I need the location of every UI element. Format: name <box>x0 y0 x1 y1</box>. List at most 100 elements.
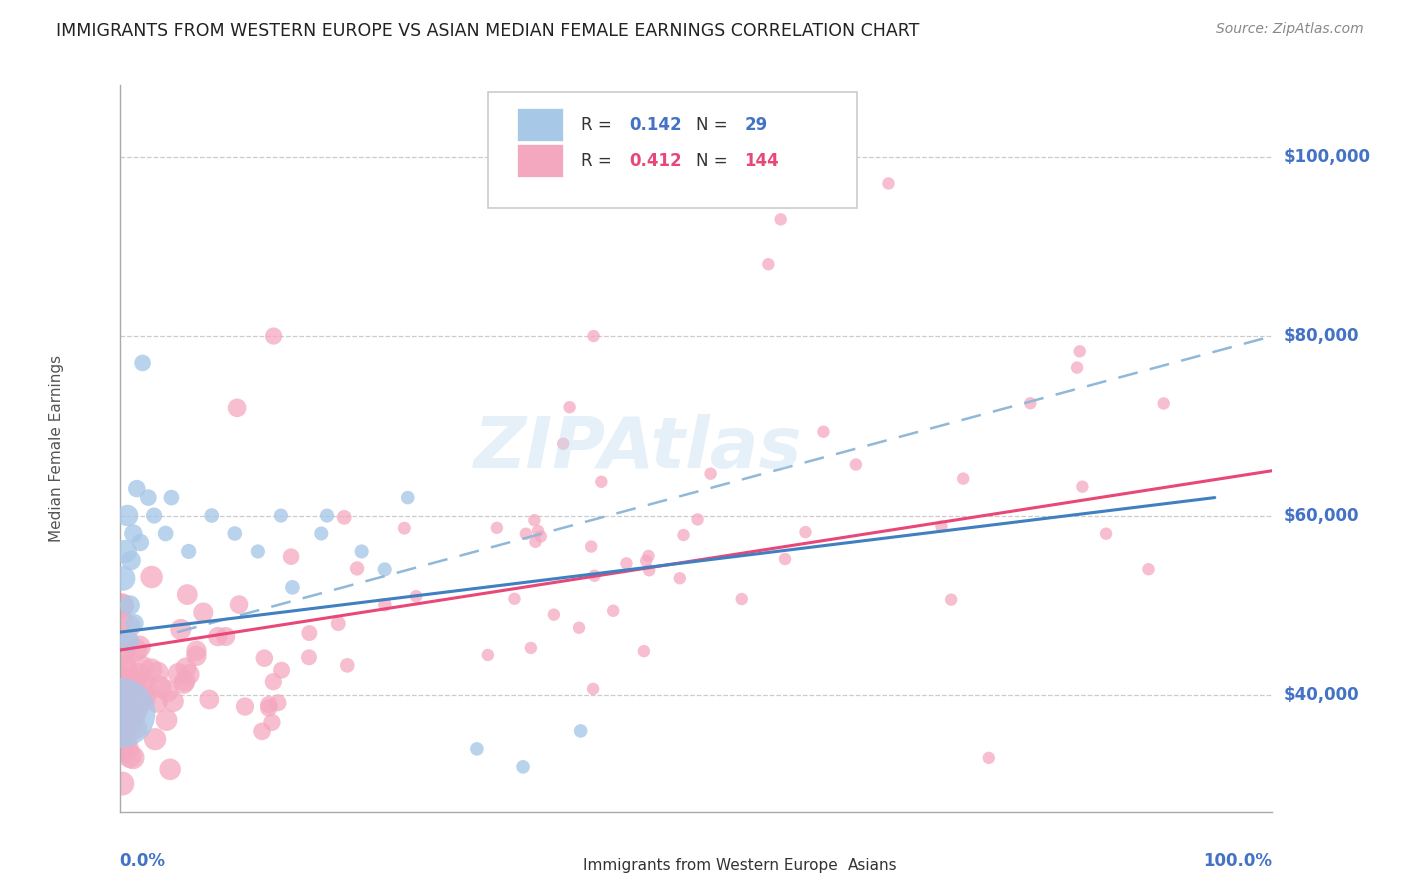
Point <box>583 568 606 582</box>
Text: R =: R = <box>581 116 617 134</box>
Point <box>773 552 796 566</box>
Point <box>769 212 792 227</box>
Point <box>524 534 547 549</box>
Point <box>270 663 292 677</box>
Point <box>155 713 177 727</box>
FancyBboxPatch shape <box>517 108 564 141</box>
Point <box>112 683 135 698</box>
Text: 0.0%: 0.0% <box>120 852 166 870</box>
Point <box>129 693 152 707</box>
Point <box>636 554 658 568</box>
Point <box>117 671 139 685</box>
Point <box>569 723 592 738</box>
Point <box>224 526 246 541</box>
Point <box>201 508 224 523</box>
Point <box>672 528 695 542</box>
Point <box>112 641 135 656</box>
Point <box>120 553 142 567</box>
Point <box>122 526 145 541</box>
Point <box>527 524 550 538</box>
Point <box>228 598 250 612</box>
Point <box>931 519 953 533</box>
Point <box>756 257 779 271</box>
Point <box>246 544 269 558</box>
Point <box>141 570 163 584</box>
Point <box>374 562 396 576</box>
Point <box>176 588 198 602</box>
Point <box>845 458 868 472</box>
Point <box>186 648 208 663</box>
Point <box>115 710 138 724</box>
FancyBboxPatch shape <box>488 92 858 209</box>
Point <box>125 643 148 657</box>
FancyBboxPatch shape <box>811 857 844 877</box>
Point <box>253 651 276 665</box>
Point <box>159 762 181 776</box>
Point <box>122 750 145 764</box>
Point <box>316 508 339 523</box>
Point <box>118 599 141 613</box>
Point <box>186 644 208 658</box>
Text: 100.0%: 100.0% <box>1204 852 1272 870</box>
Point <box>111 598 134 612</box>
Text: Immigrants from Western Europe: Immigrants from Western Europe <box>583 858 838 873</box>
Point <box>174 673 197 688</box>
Point <box>485 521 508 535</box>
Point <box>143 732 166 747</box>
Point <box>134 690 156 705</box>
Point <box>262 674 284 689</box>
Point <box>1071 480 1094 494</box>
Point <box>512 760 534 774</box>
Point <box>124 616 146 631</box>
Text: $40,000: $40,000 <box>1284 686 1360 704</box>
Point <box>160 491 183 505</box>
Point <box>1069 344 1091 359</box>
Point <box>124 721 146 735</box>
Text: ZIPAtlas: ZIPAtlas <box>474 414 803 483</box>
Point <box>686 512 709 526</box>
Point <box>1095 526 1118 541</box>
Point <box>111 571 134 585</box>
Point <box>543 607 565 622</box>
Text: R =: R = <box>581 152 617 170</box>
Point <box>193 606 215 620</box>
Point <box>280 549 302 564</box>
Point <box>298 626 321 640</box>
Point <box>270 508 292 523</box>
Text: 144: 144 <box>744 152 779 170</box>
Point <box>114 723 136 738</box>
Point <box>374 598 396 612</box>
Point <box>110 613 132 627</box>
Point <box>813 425 835 439</box>
Point <box>328 616 350 631</box>
Point <box>1137 562 1160 576</box>
Point <box>177 544 200 558</box>
Point <box>118 619 141 633</box>
Point <box>143 508 166 523</box>
Point <box>128 640 150 654</box>
Point <box>131 678 153 692</box>
Point <box>174 661 197 675</box>
Point <box>333 510 356 524</box>
Point <box>582 681 605 696</box>
Point <box>260 715 283 730</box>
Point <box>115 709 138 723</box>
Point <box>637 549 659 563</box>
Point <box>633 644 655 658</box>
Point <box>111 698 134 713</box>
Point <box>477 648 499 662</box>
Point <box>465 742 488 756</box>
Point <box>112 706 135 720</box>
Text: N =: N = <box>696 116 733 134</box>
Point <box>114 544 136 558</box>
Point <box>207 630 229 644</box>
Point <box>117 673 139 687</box>
Point <box>111 716 134 731</box>
Text: 0.142: 0.142 <box>628 116 682 134</box>
Point <box>616 557 638 571</box>
Point <box>111 683 134 698</box>
Point <box>122 673 145 687</box>
Text: 29: 29 <box>744 116 768 134</box>
Point <box>114 742 136 756</box>
Point <box>503 591 526 606</box>
